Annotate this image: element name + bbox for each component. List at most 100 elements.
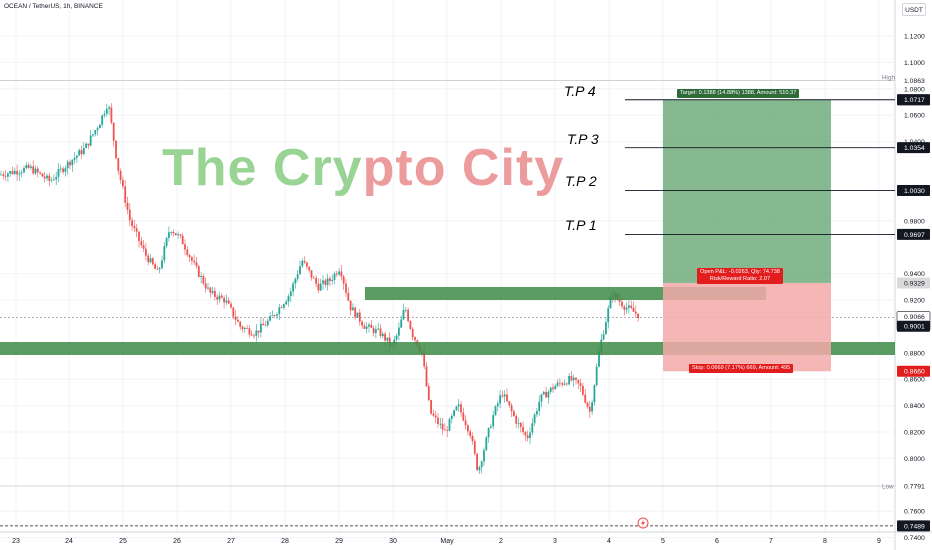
candle-body xyxy=(565,383,568,385)
candle-body xyxy=(89,135,92,146)
candle-body xyxy=(126,202,129,210)
candle-body xyxy=(593,385,596,403)
candle-body xyxy=(423,352,426,367)
candle-body xyxy=(322,280,324,284)
currency-button[interactable]: USDT xyxy=(902,3,926,16)
candle-body xyxy=(140,241,143,246)
dashed-price-tag-bg xyxy=(897,520,930,532)
candle-body xyxy=(598,351,600,367)
candle-body xyxy=(414,337,416,341)
time-label: 6 xyxy=(715,538,719,545)
lightning-glyph xyxy=(641,519,645,527)
candle-body xyxy=(82,147,85,155)
candle-body xyxy=(9,171,12,174)
time-label: 5 xyxy=(661,538,665,545)
candle-body xyxy=(149,258,152,263)
candle-body xyxy=(225,300,228,303)
candle-body xyxy=(32,166,35,174)
candle-body xyxy=(165,237,168,247)
candle-body xyxy=(450,415,453,420)
candle-body xyxy=(402,309,405,320)
candle-body xyxy=(510,405,513,412)
candle-body xyxy=(255,330,258,336)
candle-body xyxy=(345,283,347,293)
candle-body xyxy=(372,327,375,334)
candle-body xyxy=(262,323,265,326)
candle-body xyxy=(448,419,451,431)
candle-body xyxy=(105,108,108,114)
candle-body xyxy=(78,150,81,156)
candle-body xyxy=(315,278,317,284)
candle-body xyxy=(62,168,64,173)
time-axis: 23 24 25 26 27 28 29 30 May 2 3 4 5 6 7 8 9 xyxy=(12,538,881,545)
candle-body xyxy=(303,260,306,263)
time-label: 29 xyxy=(335,538,343,545)
candle-body xyxy=(441,423,444,430)
candle-body xyxy=(250,334,253,336)
candle-body xyxy=(25,164,28,168)
candle-body xyxy=(99,124,101,129)
candle-body xyxy=(425,366,428,387)
candle-body xyxy=(294,278,297,284)
candle-body xyxy=(92,134,94,136)
candle-body xyxy=(485,437,488,451)
candle-body xyxy=(260,323,262,333)
position-stop-area xyxy=(663,282,831,372)
tp-price-tag: 1.0717 xyxy=(904,97,925,104)
price-label: 1.0600 xyxy=(904,113,925,120)
tp-price-tag-bg xyxy=(897,142,930,154)
candle-body xyxy=(48,175,51,181)
time-label: 25 xyxy=(119,538,127,545)
candle-body xyxy=(388,337,391,346)
candle-body xyxy=(2,174,5,176)
candle-body xyxy=(66,161,69,169)
candle-body xyxy=(490,426,492,428)
candle-body xyxy=(312,277,315,279)
candle-body xyxy=(637,313,639,319)
candle-body xyxy=(64,168,67,173)
candle-body xyxy=(618,299,621,302)
position-stop-label: Stop: 0.0669 (7.17%) 669, Amount: 495 xyxy=(689,364,794,373)
price-axis[interactable]: 1.12001.10001.08001.06001.04000.98000.94… xyxy=(882,34,931,543)
candle-body xyxy=(363,325,366,329)
time-label: 4 xyxy=(607,538,611,545)
candle-body xyxy=(80,150,83,155)
price-label: 0.8000 xyxy=(904,456,925,463)
candle-body xyxy=(625,307,628,310)
tp-price-tag: 0.9697 xyxy=(904,232,925,239)
candle-body xyxy=(496,403,499,407)
candle-body xyxy=(519,422,522,427)
candle-body xyxy=(607,308,610,323)
candle-body xyxy=(283,304,285,308)
low-value: 0.7791 xyxy=(904,483,925,490)
candle-body xyxy=(73,157,76,160)
candle-body xyxy=(522,426,524,433)
candle-body xyxy=(538,401,541,412)
candle-body xyxy=(39,172,41,174)
candle-body xyxy=(340,271,343,277)
price-label: 0.9800 xyxy=(904,218,925,225)
time-label: 9 xyxy=(877,538,881,545)
candle-body xyxy=(246,327,248,329)
candle-body xyxy=(365,326,368,329)
price-label: 0.7600 xyxy=(904,509,925,516)
candle-body xyxy=(197,266,200,277)
price-label: 1.0800 xyxy=(904,86,925,93)
candle-body xyxy=(568,375,570,385)
candle-body xyxy=(621,301,623,307)
candle-body xyxy=(145,248,147,256)
price-label: 0.9400 xyxy=(904,271,925,278)
candle-body xyxy=(533,414,536,424)
high-label: High xyxy=(882,74,895,81)
candle-body xyxy=(269,316,271,321)
watermark-part-red: pto City xyxy=(362,139,565,197)
candle-body xyxy=(453,410,455,416)
candle-body xyxy=(393,339,396,345)
candle-body xyxy=(59,168,62,170)
candle-body xyxy=(41,173,44,177)
position-target-label: Target: 0.1388 (14.88%) 1388, Amount: 51… xyxy=(677,89,800,98)
candle-body xyxy=(276,314,278,316)
candle-body xyxy=(333,273,336,280)
candle-body xyxy=(563,383,566,385)
